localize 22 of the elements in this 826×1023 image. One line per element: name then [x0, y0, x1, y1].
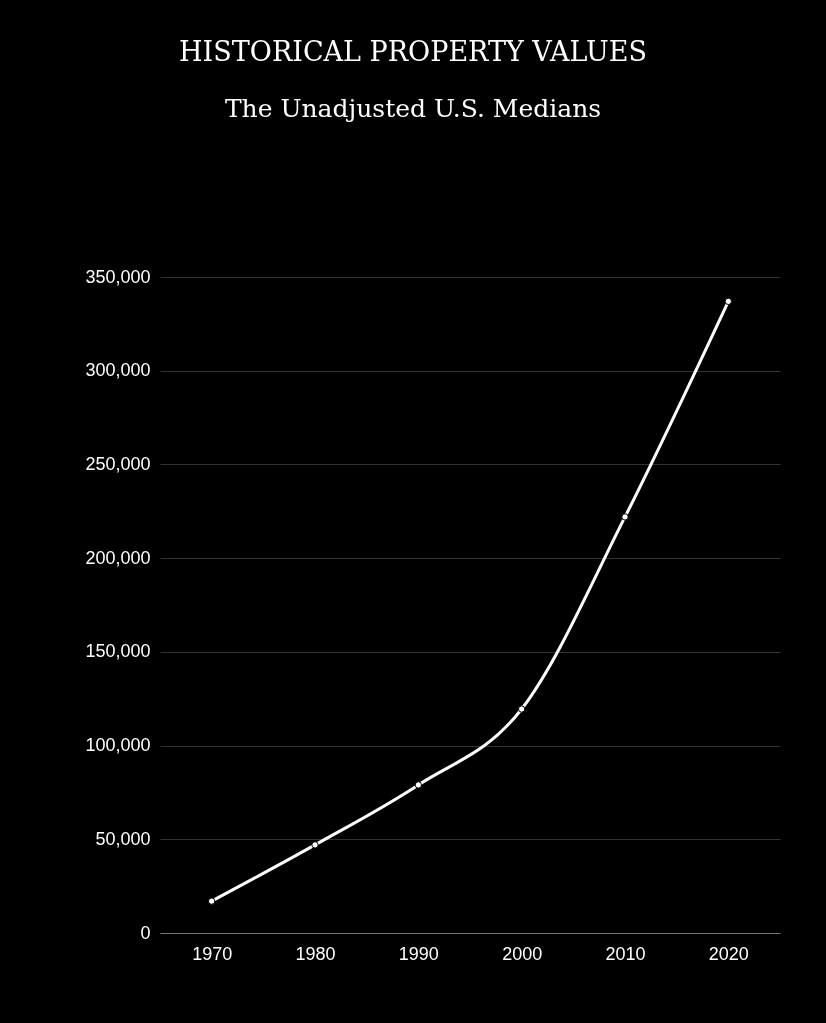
x-tick-label: 2010	[605, 943, 646, 964]
point	[208, 897, 216, 905]
x-tick-label: 2020	[708, 943, 749, 964]
point	[518, 705, 526, 713]
y-tick-label: 350,000	[85, 266, 151, 287]
point	[621, 513, 629, 521]
x-tick-label: 1970	[192, 943, 233, 964]
y-tick-label: 300,000	[85, 360, 151, 381]
x-tick-label: 2000	[502, 943, 543, 964]
x-tick-label: 1990	[398, 943, 439, 964]
point	[724, 297, 732, 306]
y-tick-label: 150,000	[85, 641, 151, 662]
y-tick-label: 250,000	[85, 453, 151, 474]
y-tick-label: 0	[140, 922, 151, 943]
point	[414, 781, 422, 789]
y-tick-label: 100,000	[85, 735, 151, 756]
chart-title: HISTORICAL PROPERTY VALUES	[179, 36, 647, 67]
y-tick-label: 200,000	[85, 547, 151, 568]
x-tick-label: 1980	[295, 943, 336, 964]
chart-subtitle: The Unadjusted U.S. Medians	[224, 94, 602, 123]
point	[311, 841, 319, 849]
y-tick-label: 50,000	[95, 828, 151, 849]
